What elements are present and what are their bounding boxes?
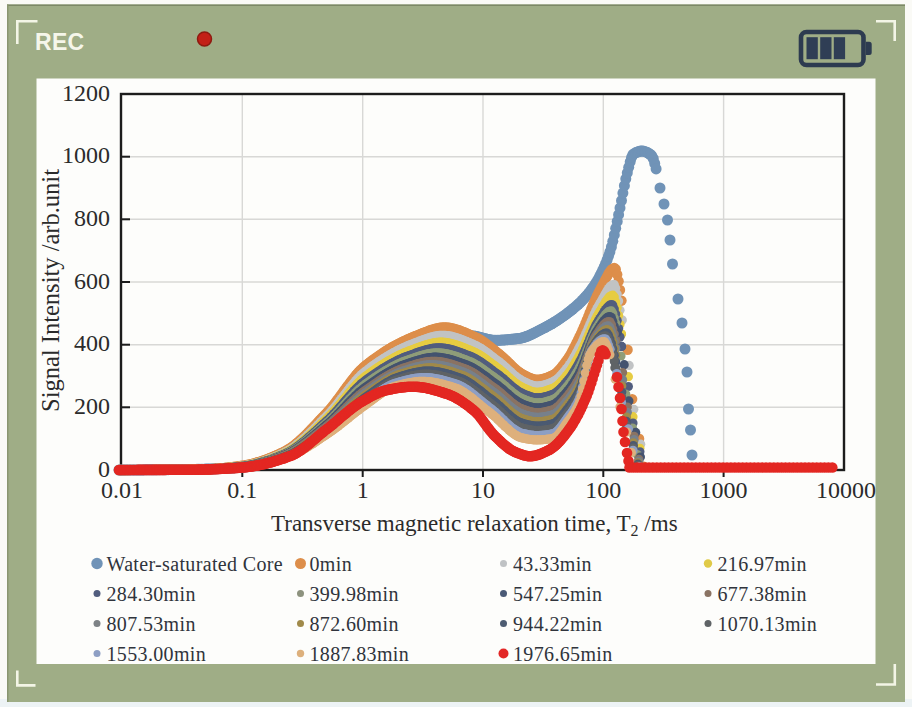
svg-text:944.22min: 944.22min <box>513 613 602 635</box>
svg-text:0.01: 0.01 <box>101 477 143 503</box>
svg-text:600: 600 <box>74 268 110 294</box>
svg-text:400: 400 <box>74 330 110 356</box>
svg-text:43.33min: 43.33min <box>513 553 592 575</box>
svg-text:1200: 1200 <box>62 80 110 106</box>
svg-text:1553.00min: 1553.00min <box>107 643 207 665</box>
svg-text:800: 800 <box>74 205 110 231</box>
svg-text:1: 1 <box>357 477 369 503</box>
svg-text:872.60min: 872.60min <box>310 613 399 635</box>
svg-text:Transverse magnetic relaxation: Transverse magnetic relaxation time, T2 … <box>271 511 678 539</box>
svg-text:REC: REC <box>35 29 84 55</box>
svg-text:1070.13min: 1070.13min <box>718 613 818 635</box>
svg-text:1000: 1000 <box>700 477 748 503</box>
svg-text:216.97min: 216.97min <box>718 553 807 575</box>
svg-text:547.25min: 547.25min <box>513 583 602 605</box>
svg-text:Water-saturated Core: Water-saturated Core <box>107 553 284 575</box>
svg-text:10000: 10000 <box>816 477 876 503</box>
svg-text:1976.65min: 1976.65min <box>513 643 613 665</box>
svg-text:399.98min: 399.98min <box>310 583 399 605</box>
svg-text:677.38min: 677.38min <box>718 583 807 605</box>
svg-text:200: 200 <box>74 393 110 419</box>
svg-text:100: 100 <box>585 477 621 503</box>
svg-text:10: 10 <box>471 477 495 503</box>
svg-text:0min: 0min <box>310 553 353 575</box>
svg-text:1000: 1000 <box>62 142 110 168</box>
svg-text:284.30min: 284.30min <box>107 583 196 605</box>
svg-text:807.53min: 807.53min <box>107 613 196 635</box>
svg-text:Signal Intensity /arb.unit: Signal Intensity /arb.unit <box>37 169 64 412</box>
svg-text:0.1: 0.1 <box>227 477 257 503</box>
svg-text:1887.83min: 1887.83min <box>310 643 410 665</box>
